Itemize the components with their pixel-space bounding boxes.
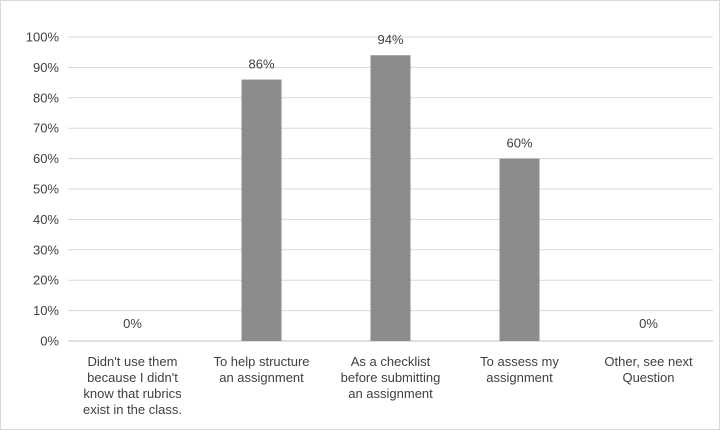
- category-label-line: As a checklist: [351, 354, 431, 369]
- y-tick-label: 50%: [33, 182, 59, 197]
- data-label: 0%: [639, 316, 658, 331]
- category-label-line: before submitting: [341, 370, 441, 385]
- category-label-line: exist in the class.: [83, 402, 182, 417]
- y-tick-label: 70%: [33, 121, 59, 136]
- category-label: Didn't use them because I didn't know that…: [83, 354, 182, 417]
- category-label-line: know that rubrics: [83, 386, 182, 401]
- category-label-line: an assignment: [219, 370, 304, 385]
- category-label-line: To assess my: [480, 354, 559, 369]
- category-label-line: Didn't use them: [88, 354, 178, 369]
- y-tick-label: 30%: [33, 242, 59, 257]
- y-tick-label: 0%: [40, 334, 59, 349]
- y-tick-label: 80%: [33, 90, 59, 105]
- category-label-line: Other, see next: [604, 354, 693, 369]
- y-tick-label: 60%: [33, 151, 59, 166]
- bar: [499, 158, 540, 341]
- data-label: 86%: [248, 57, 274, 72]
- category-label-line: an assignment: [348, 386, 433, 401]
- y-tick-label: 90%: [33, 60, 59, 75]
- category-label-line: because I didn't: [87, 370, 178, 385]
- category-label: As a checklist before submitting an assign…: [341, 354, 441, 401]
- y-tick-label: 100%: [26, 30, 60, 45]
- category-label-line: assignment: [486, 370, 553, 385]
- category-label-line: To help structure: [213, 354, 309, 369]
- y-tick-label: 40%: [33, 212, 59, 227]
- category-label: Other, see next Question: [604, 354, 693, 385]
- data-label: 94%: [377, 32, 403, 47]
- data-label: 60%: [506, 136, 532, 151]
- category-label-line: Question: [622, 370, 674, 385]
- y-tick-label: 20%: [33, 273, 59, 288]
- category-label: To help structure an assignment: [213, 354, 309, 385]
- category-label: To assess my assignment: [480, 354, 559, 385]
- data-label: 0%: [123, 316, 142, 331]
- bar: [241, 79, 282, 341]
- y-tick-label: 10%: [33, 303, 59, 318]
- bar: [370, 55, 411, 342]
